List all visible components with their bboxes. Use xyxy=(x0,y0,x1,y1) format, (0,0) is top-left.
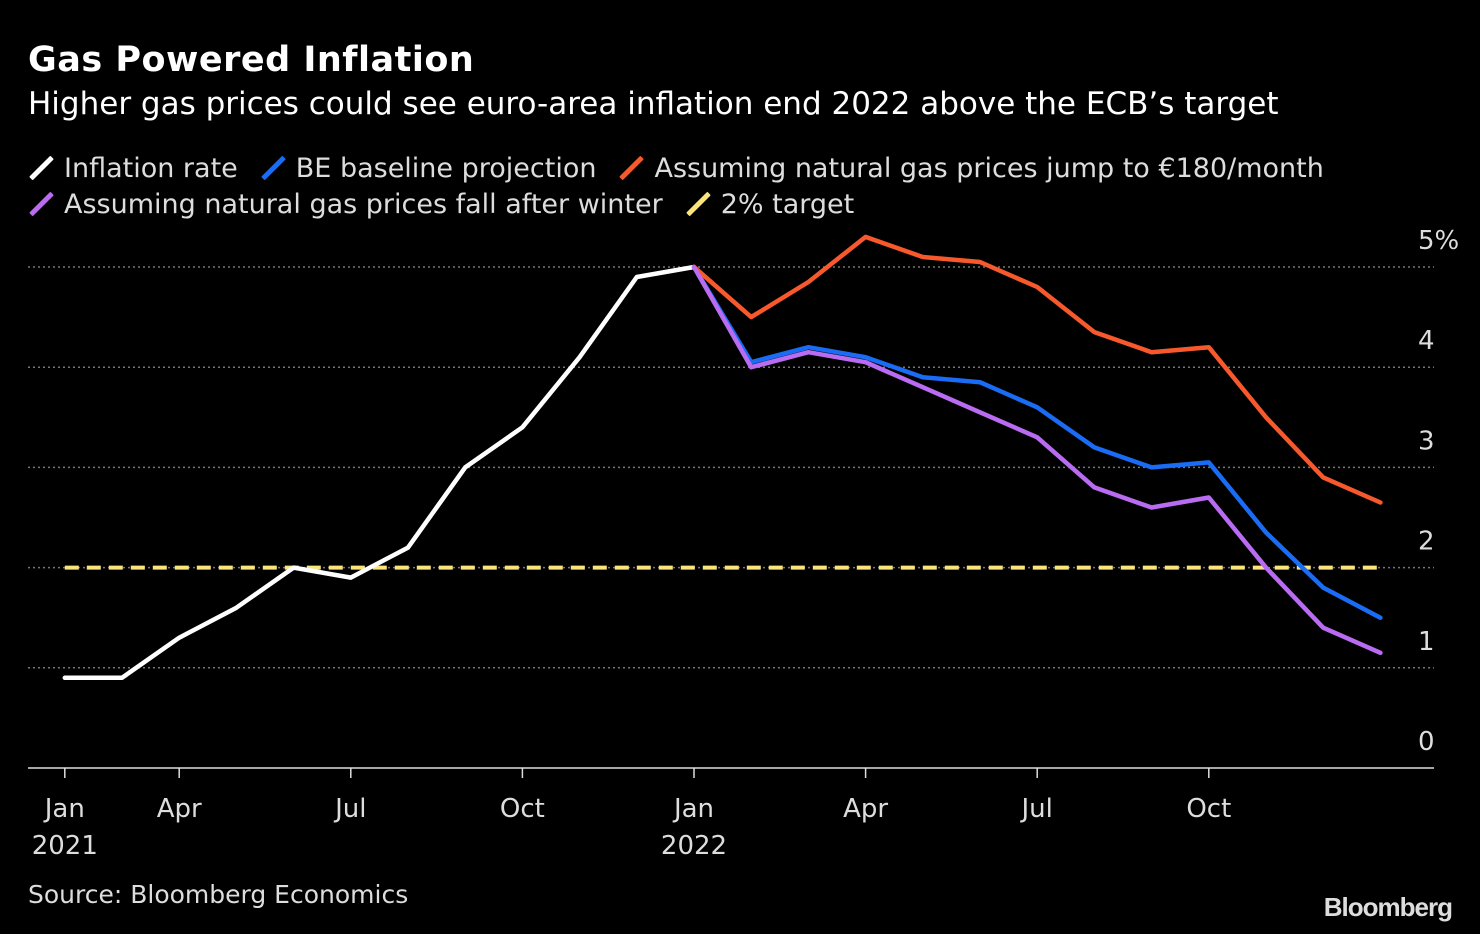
legend: Inflation rate BE baseline projection As… xyxy=(28,150,1448,222)
x-tick-year: 2021 xyxy=(32,831,98,861)
series-line-be-baseline-projection xyxy=(691,264,1383,620)
y-tick-label: 4 xyxy=(1418,326,1435,356)
x-tick-label: Jan xyxy=(672,794,714,824)
legend-label: Inflation rate xyxy=(64,152,238,184)
series-line-inflation-rate xyxy=(62,264,697,681)
chart-subtitle: Higher gas prices could see euro-area in… xyxy=(28,86,1279,122)
bloomberg-logo: Bloomberg xyxy=(1323,892,1453,922)
legend-item-inflation-rate: Inflation rate xyxy=(28,153,238,184)
legend-item-gas-fall: Assuming natural gas prices fall after w… xyxy=(28,189,663,220)
series-line-assuming-natural-gas-prices-fall-after-winter xyxy=(691,264,1383,656)
y-tick-label: 1 xyxy=(1418,627,1435,657)
y-tick-label: 5% xyxy=(1418,226,1459,256)
source-note: Source: Bloomberg Economics xyxy=(28,880,409,909)
legend-item-baseline: BE baseline projection xyxy=(260,153,597,184)
y-tick-label: 2 xyxy=(1418,527,1435,557)
legend-label: 2% target xyxy=(720,188,855,220)
legend-label: Assuming natural gas prices jump to €180… xyxy=(654,152,1324,184)
legend-item-gas-jump: Assuming natural gas prices jump to €180… xyxy=(618,153,1323,184)
legend-label: Assuming natural gas prices fall after w… xyxy=(64,188,663,220)
y-tick-label: 0 xyxy=(1418,727,1435,757)
x-tick-label: Oct xyxy=(1186,794,1231,824)
x-tick-label: Jan xyxy=(43,794,85,824)
x-tick-label: Apr xyxy=(157,794,202,824)
y-tick-label: 3 xyxy=(1418,426,1435,456)
chart-title: Gas Powered Inflation xyxy=(28,40,475,80)
x-tick-label: Jul xyxy=(1020,794,1053,824)
legend-item-target: 2% target xyxy=(685,189,855,220)
x-tick-label: Jul xyxy=(333,794,366,824)
x-tick-year: 2022 xyxy=(661,831,727,861)
x-tick-label: Apr xyxy=(843,794,888,824)
legend-label: BE baseline projection xyxy=(295,152,597,184)
series-line-assuming-natural-gas-prices-jump-to-180-month xyxy=(691,234,1383,505)
x-tick-label: Oct xyxy=(500,794,545,824)
